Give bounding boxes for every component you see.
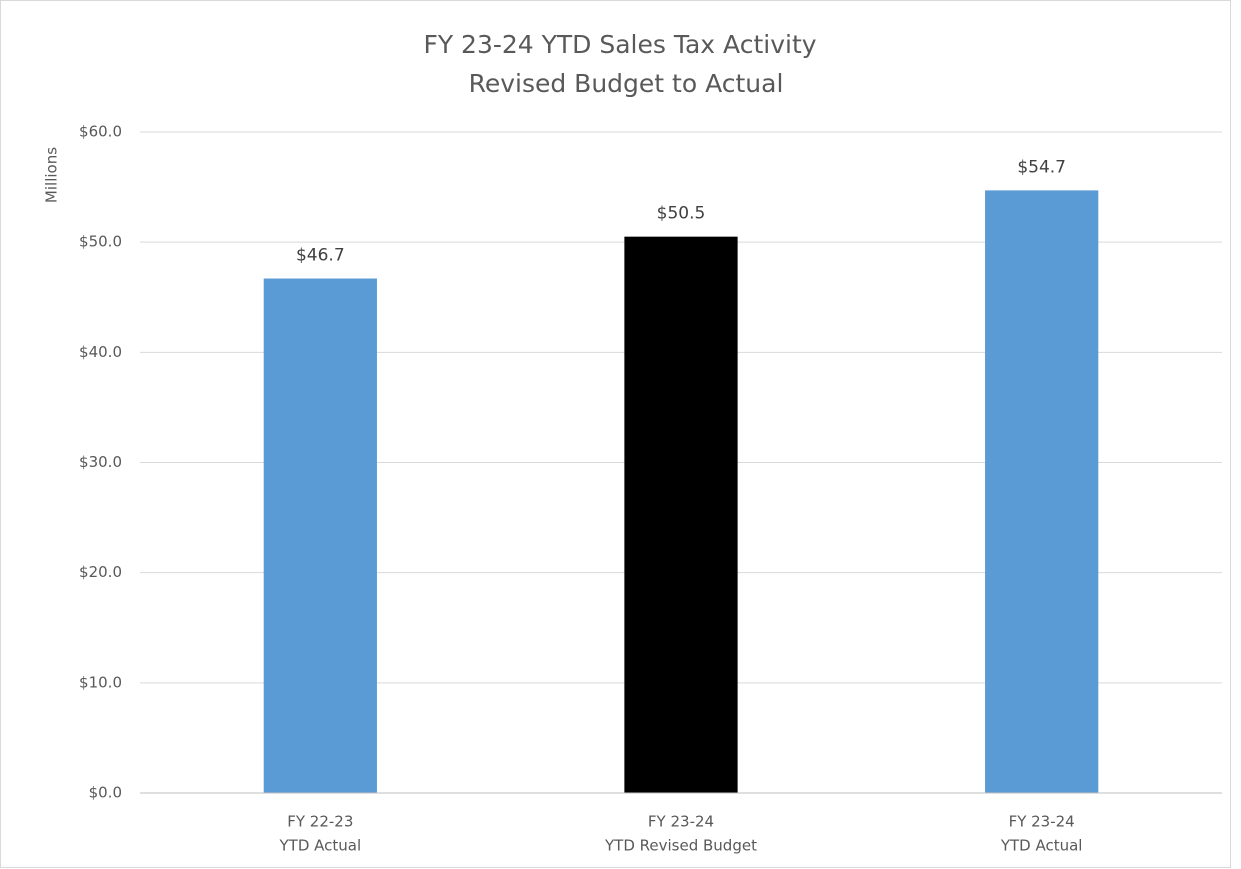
y-tick-label: $0.0 (89, 784, 122, 802)
x-tick-label: FY 23-24 (1009, 813, 1075, 831)
bar (263, 278, 377, 793)
chart-title: FY 23-24 YTD Sales Tax Activity (423, 30, 816, 59)
chart-subtitle: Revised Budget to Actual (469, 69, 784, 98)
value-label: $50.5 (657, 204, 706, 224)
y-tick-label: $50.0 (79, 233, 122, 251)
y-tick-label: $60.0 (79, 123, 122, 141)
x-tick-label: YTD Actual (1000, 837, 1083, 855)
x-tick-label: FY 22-23 (287, 813, 353, 831)
bar (985, 190, 1099, 794)
y-axis-label: Millions (43, 147, 61, 203)
y-tick-label: $40.0 (79, 343, 122, 361)
x-tick-label: YTD Actual (279, 837, 362, 855)
y-tick-label: $20.0 (79, 563, 122, 581)
bar (624, 236, 738, 794)
x-tick-label: YTD Revised Budget (604, 837, 757, 855)
y-tick-label: $10.0 (79, 673, 122, 691)
value-label: $54.7 (1017, 157, 1066, 177)
y-tick-label: $30.0 (79, 453, 122, 471)
x-tick-label: FY 23-24 (648, 813, 714, 831)
value-label: $46.7 (296, 246, 345, 266)
